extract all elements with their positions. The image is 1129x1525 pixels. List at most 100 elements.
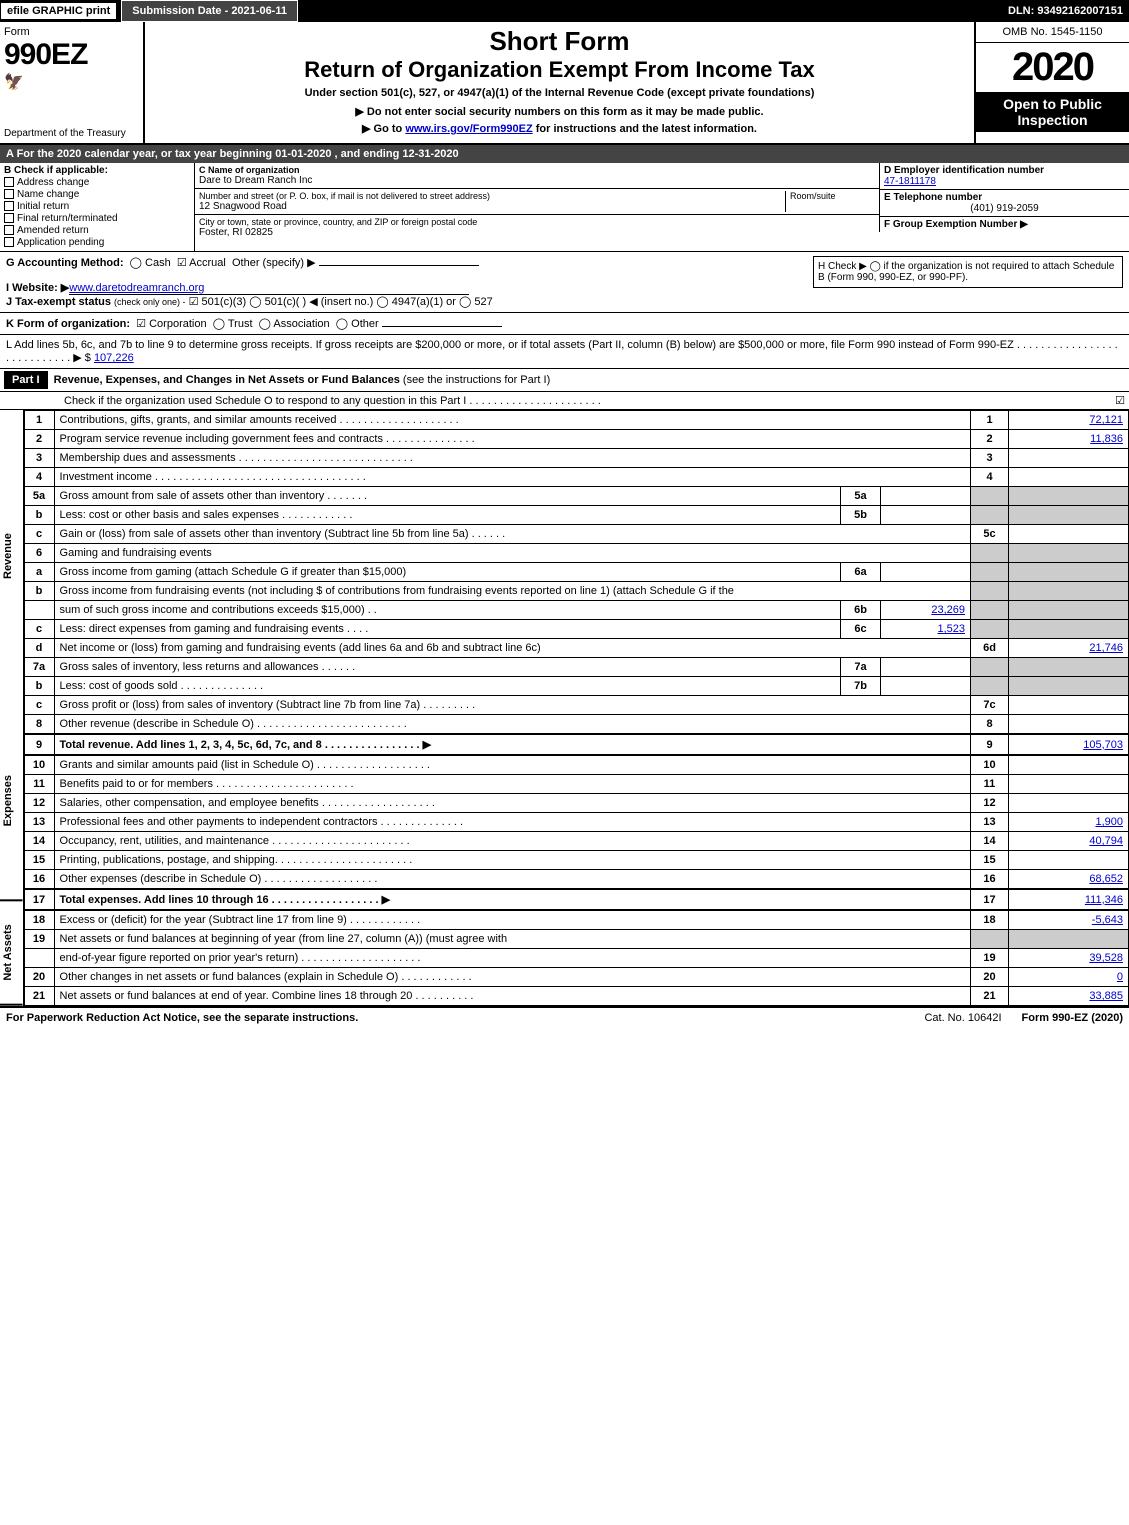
dln: DLN: 93492162007151: [1008, 5, 1129, 17]
k-corp[interactable]: Corporation: [149, 318, 206, 330]
line-19b: end-of-year figure reported on prior yea…: [24, 949, 1128, 968]
g-cash[interactable]: Cash: [145, 257, 171, 269]
k-trust[interactable]: Trust: [228, 318, 253, 330]
line-20: 20Other changes in net assets or fund ba…: [24, 968, 1128, 987]
line-17: 17Total expenses. Add lines 10 through 1…: [24, 889, 1128, 910]
org-name: Dare to Dream Ranch Inc: [199, 175, 875, 186]
e-label: E Telephone number: [884, 192, 1125, 203]
k-other[interactable]: Other: [351, 318, 379, 330]
goto-line: ▶ Go to www.irs.gov/Form990EZ for instru…: [151, 122, 968, 135]
line-11: 11Benefits paid to or for members . . . …: [24, 775, 1128, 794]
line-5a: 5aGross amount from sale of assets other…: [24, 487, 1128, 506]
line-18: 18Excess or (deficit) for the year (Subt…: [24, 910, 1128, 930]
val-1[interactable]: 72,121: [1009, 411, 1129, 430]
entity-block: B Check if applicable: Address change Na…: [0, 163, 1129, 252]
i-label: I Website: ▶: [6, 282, 69, 294]
line-5b: bLess: cost or other basis and sales exp…: [24, 506, 1128, 525]
footer-formref: Form 990-EZ (2020): [1022, 1012, 1123, 1024]
dept-treasury: Department of the Treasury: [4, 128, 139, 139]
a-tax-year-bar: A For the 2020 calendar year, or tax yea…: [0, 145, 1129, 163]
part1-table: 1Contributions, gifts, grants, and simil…: [24, 410, 1129, 1006]
chk-name-change[interactable]: Name change: [4, 189, 190, 200]
val-21[interactable]: 33,885: [1009, 987, 1129, 1006]
h-box: H Check ▶ ◯ if the organization is not r…: [813, 256, 1123, 288]
footer-left: For Paperwork Reduction Act Notice, see …: [6, 1012, 904, 1024]
org-street: 12 Snagwood Road: [199, 201, 785, 212]
footer-catno: Cat. No. 10642I: [904, 1012, 1021, 1024]
part1-subtitle: (see the instructions for Part I): [403, 374, 550, 386]
chk-amended-return[interactable]: Amended return: [4, 225, 190, 236]
line-4: 4Investment income . . . . . . . . . . .…: [24, 468, 1128, 487]
omb-number: OMB No. 1545-1150: [976, 22, 1129, 43]
website-link[interactable]: www.daretodreamranch.org: [69, 282, 469, 295]
k-assoc[interactable]: Association: [273, 318, 329, 330]
netassets-side-label: Net Assets: [0, 901, 23, 1006]
subtitle: Under section 501(c), 527, or 4947(a)(1)…: [151, 87, 968, 99]
val-2[interactable]: 11,836: [1009, 430, 1129, 449]
line-2: 2Program service revenue including gover…: [24, 430, 1128, 449]
g-other[interactable]: Other (specify) ▶: [232, 257, 316, 269]
line-8: 8Other revenue (describe in Schedule O) …: [24, 715, 1128, 735]
line-21: 21Net assets or fund balances at end of …: [24, 987, 1128, 1006]
line-6b2: sum of such gross income and contributio…: [24, 601, 1128, 620]
l-amount[interactable]: 107,226: [94, 352, 134, 364]
c-street-label: Number and street (or P. O. box, if mail…: [199, 191, 785, 201]
c-name-label: C Name of organization: [199, 165, 875, 175]
open-public: Open to Public Inspection: [976, 92, 1129, 132]
val-6d[interactable]: 21,746: [1009, 639, 1129, 658]
val-18[interactable]: -5,643: [1009, 910, 1129, 930]
line-9: 9Total revenue. Add lines 1, 2, 3, 4, 5c…: [24, 734, 1128, 755]
line-6b1: bGross income from fundraising events (n…: [24, 582, 1128, 601]
goto-suffix: for instructions and the latest informat…: [533, 123, 757, 135]
expenses-side-label: Expenses: [0, 702, 23, 901]
goto-prefix: ▶ Go to: [362, 123, 405, 135]
chk-application-pending[interactable]: Application pending: [4, 237, 190, 248]
part1-check-text: Check if the organization used Schedule …: [4, 395, 601, 407]
j-501c[interactable]: 501(c)( ) ◀ (insert no.): [265, 296, 374, 308]
ein-value[interactable]: 47-1811178: [884, 176, 1125, 187]
line-12: 12Salaries, other compensation, and empl…: [24, 794, 1128, 813]
c-city-label: City or town, state or province, country…: [199, 217, 875, 227]
revenue-side-label: Revenue: [0, 410, 23, 702]
j-suffix: (check only one) -: [114, 297, 186, 307]
tax-year: 2020: [976, 43, 1129, 92]
short-form-title: Short Form: [151, 26, 968, 57]
val-6c[interactable]: 1,523: [881, 620, 971, 639]
top-bar: efile GRAPHIC print Submission Date - 20…: [0, 0, 1129, 22]
val-20[interactable]: 0: [1009, 968, 1129, 987]
k-row: K Form of organization: ☑ Corporation ◯ …: [0, 313, 1129, 335]
line-13: 13Professional fees and other payments t…: [24, 813, 1128, 832]
telephone: (401) 919-2059: [884, 203, 1125, 214]
line-5c: cGain or (loss) from sale of assets othe…: [24, 525, 1128, 544]
line-3: 3Membership dues and assessments . . . .…: [24, 449, 1128, 468]
val-6b[interactable]: 23,269: [881, 601, 971, 620]
part1-check-row: Check if the organization used Schedule …: [0, 392, 1129, 410]
submission-date: Submission Date - 2021-06-11: [121, 0, 298, 22]
footer: For Paperwork Reduction Act Notice, see …: [0, 1006, 1129, 1028]
val-14[interactable]: 40,794: [1009, 832, 1129, 851]
efile-print-button[interactable]: efile GRAPHIC print: [0, 2, 117, 20]
j-label: J Tax-exempt status: [6, 296, 111, 308]
j-501c3[interactable]: 501(c)(3): [202, 296, 247, 308]
part1-checkbox[interactable]: ☑: [1115, 394, 1125, 407]
g-row: H Check ▶ ◯ if the organization is not r…: [0, 252, 1129, 313]
val-13[interactable]: 1,900: [1009, 813, 1129, 832]
header-left: Form 990EZ 🦅 Department of the Treasury: [0, 22, 145, 143]
room-label: Room/suite: [790, 191, 875, 201]
val-16[interactable]: 68,652: [1009, 870, 1129, 890]
form-word: Form: [4, 26, 139, 38]
irs-link[interactable]: www.irs.gov/Form990EZ: [405, 123, 532, 135]
j-4947[interactable]: 4947(a)(1) or: [392, 296, 456, 308]
chk-final-return[interactable]: Final return/terminated: [4, 213, 190, 224]
chk-initial-return[interactable]: Initial return: [4, 201, 190, 212]
chk-address-change[interactable]: Address change: [4, 177, 190, 188]
j-527[interactable]: 527: [474, 296, 492, 308]
form-number: 990EZ: [4, 38, 139, 72]
g-accrual[interactable]: Accrual: [189, 257, 226, 269]
val-19[interactable]: 39,528: [1009, 949, 1129, 968]
eagle-icon: 🦅: [4, 72, 139, 92]
part1-title: Revenue, Expenses, and Changes in Net As…: [54, 374, 400, 386]
d-label: D Employer identification number: [884, 165, 1125, 176]
val-9[interactable]: 105,703: [1009, 734, 1129, 755]
val-17[interactable]: 111,346: [1009, 889, 1129, 910]
